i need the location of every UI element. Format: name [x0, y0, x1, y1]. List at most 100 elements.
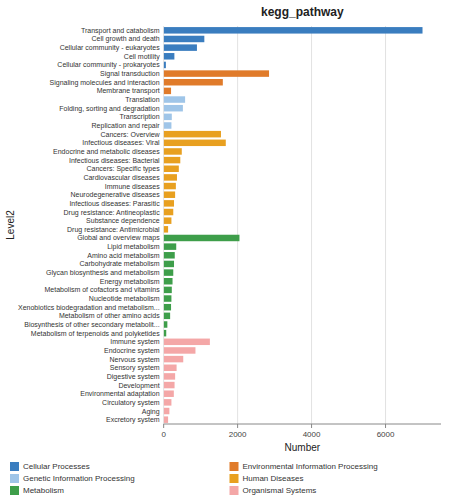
bar: [164, 416, 168, 422]
x-axis-title: Number: [285, 442, 321, 453]
tick-mark: [385, 424, 386, 428]
bar: [164, 313, 170, 319]
category-label: Glycan biosynthesis and metabolism: [46, 269, 160, 277]
category-label: Environmental adaptation: [80, 390, 159, 398]
bar: [164, 261, 174, 267]
bar: [164, 148, 182, 154]
category-label: Sensory system: [110, 364, 160, 372]
category-label: Global and overview maps: [77, 234, 160, 242]
legend: Cellular Processes Environmental Informat…: [10, 462, 378, 495]
category-label: Cardiovascular diseases: [83, 174, 160, 181]
x-axis: [164, 424, 441, 425]
bar: [164, 321, 168, 327]
legend-label: Human Diseases: [243, 474, 304, 483]
category-label: Replication and repair: [92, 122, 161, 130]
legend-label: Organismal Systems: [243, 486, 317, 495]
bar: [164, 174, 177, 180]
category-label: Cellular community - prokaryotes: [57, 61, 160, 69]
bar: [164, 209, 174, 215]
category-label: Development: [118, 382, 159, 390]
legend-swatch: [10, 486, 19, 495]
bar: [164, 53, 175, 59]
bar: [164, 295, 172, 301]
bar: [164, 382, 175, 388]
bar: [164, 269, 174, 275]
category-label: Translation: [125, 96, 159, 103]
category-label: Immune diseases: [105, 183, 160, 190]
bar: [164, 304, 171, 310]
category-label: Signaling molecules and interaction: [50, 79, 160, 87]
legend-label: Cellular Processes: [23, 462, 90, 471]
category-label: Infectious diseases: Bacterial: [69, 157, 160, 164]
bar: [164, 226, 168, 232]
bar: [164, 88, 171, 94]
bar: [164, 200, 174, 206]
legend-swatch: [230, 486, 239, 495]
bar: [164, 114, 172, 120]
bar: [164, 70, 269, 76]
bar: [164, 62, 166, 68]
legend-swatch: [230, 474, 239, 483]
bars: [164, 27, 423, 423]
grid-line: [385, 26, 386, 424]
legend-swatch: [230, 462, 239, 471]
tick-mark: [311, 424, 312, 428]
bar: [164, 408, 170, 414]
grid-line: [163, 26, 164, 424]
category-label: Nervous system: [109, 356, 159, 364]
category-label: Carbohydrate metabolism: [80, 260, 160, 268]
tick-label: 0: [161, 430, 166, 439]
bar: [164, 243, 177, 249]
category-label: Substance dependence: [86, 217, 160, 225]
legend-label: Environmental Information Processing: [243, 462, 378, 471]
category-label: Endocrine and metabolic diseases: [53, 148, 160, 155]
bar: [164, 191, 175, 197]
bar: [164, 27, 423, 33]
bar: [164, 183, 176, 189]
bar: [164, 390, 174, 396]
category-label: Infectious diseases: Parasitic: [69, 200, 160, 207]
category-label: Endocrine system: [104, 347, 160, 355]
category-label: Xenobiotics biodegradation and metabolis…: [18, 304, 160, 312]
bar: [164, 105, 183, 111]
category-label: Cell motility: [124, 53, 160, 61]
bar: [164, 339, 210, 345]
category-label: Transcription: [119, 113, 159, 121]
bar: [164, 278, 173, 284]
category-label: Energy metabolism: [100, 278, 160, 286]
category-label: Signal transduction: [100, 70, 160, 78]
category-label: Metabolism of other amino acids: [59, 312, 160, 319]
category-label: Nucleotide metabolism: [89, 295, 160, 302]
category-label: Cell growth and death: [92, 35, 160, 43]
bar: [164, 399, 172, 405]
bar: [164, 235, 240, 241]
chart: kegg_pathway0200040006000Transport and c…: [0, 0, 459, 500]
category-label: Cellular community - eukaryotes: [60, 44, 160, 52]
tick-mark: [163, 424, 164, 428]
category-label: Circulatory system: [102, 399, 160, 407]
bar: [164, 330, 167, 336]
category-label: Neurodegenerative diseases: [71, 191, 161, 199]
bar: [164, 356, 184, 362]
category-label: Drug resistance: Antineoplastic: [64, 209, 161, 217]
bar: [164, 96, 185, 102]
bar: [164, 365, 177, 371]
category-label: Digestive system: [107, 373, 160, 381]
bar: [164, 36, 205, 42]
bar: [164, 217, 172, 223]
bar: [164, 287, 172, 293]
bar: [164, 373, 175, 379]
category-label: Metabolism of cofactors and vitamins: [44, 286, 160, 293]
category-label: Biosynthesis of other secondary metaboli…: [24, 321, 159, 329]
bar: [164, 122, 172, 128]
legend-swatch: [10, 462, 19, 471]
category-label: Lipid metabolism: [107, 243, 160, 251]
category-label: Drug resistance: Antimicrobial: [67, 226, 160, 234]
bar: [164, 140, 226, 146]
legend-label: Genetic Information Processing: [23, 474, 135, 483]
category-label: Immune system: [110, 338, 160, 346]
category-label: Excretory system: [106, 416, 160, 424]
category-label: Infectious diseases: Viral: [82, 139, 160, 146]
grid-line: [237, 26, 238, 424]
tick-label: 4000: [303, 430, 321, 439]
